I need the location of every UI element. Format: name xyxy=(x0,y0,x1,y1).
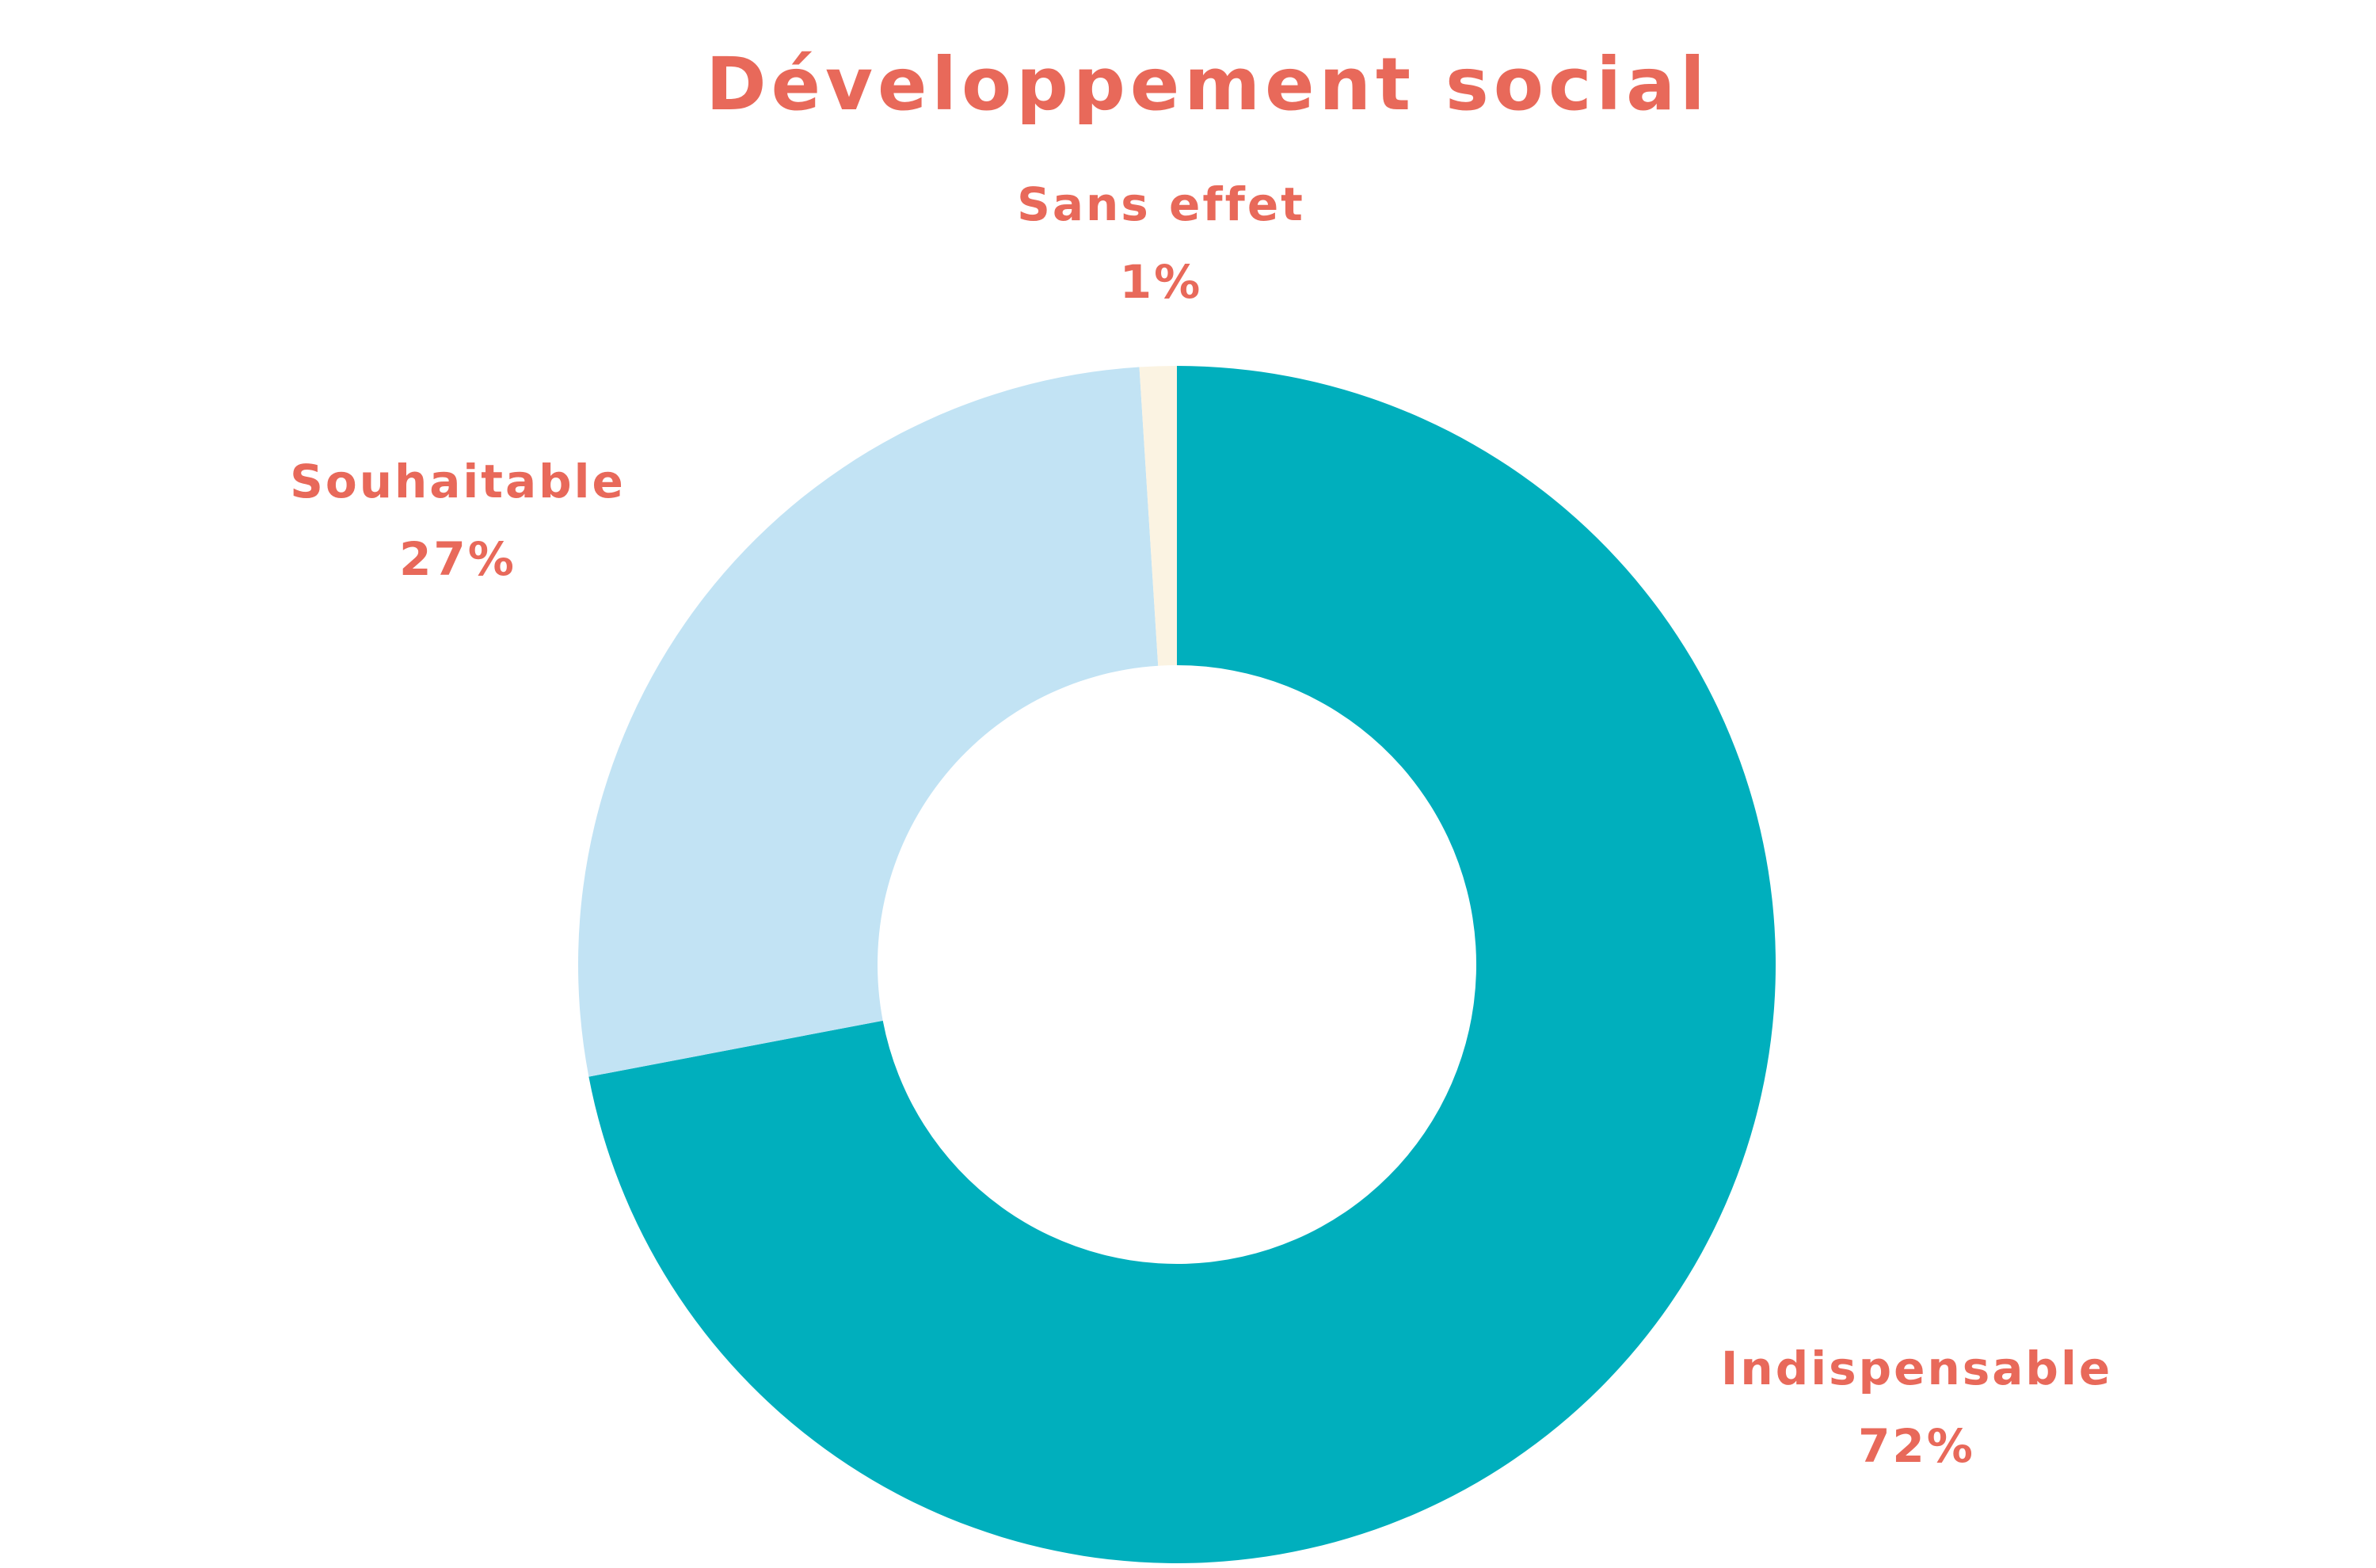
slice-value-sans-effet: 1% xyxy=(1120,255,1202,309)
slice-value-souhaitable: 27% xyxy=(399,532,516,586)
donut-slices xyxy=(577,366,1776,1564)
slice-labels: Indispensable 72% Souhaitable 27% Sans effet… xyxy=(290,177,2112,1473)
slice-indispensable xyxy=(588,366,1776,1564)
chart-title: Développement social xyxy=(706,42,1709,127)
slice-label-souhaitable: Souhaitable xyxy=(290,455,626,508)
slice-label-sans-effet: Sans effet xyxy=(1017,177,1305,231)
slice-value-indispensable: 72% xyxy=(1858,1419,1975,1473)
slice-souhaitable xyxy=(577,367,1159,1077)
slice-sans-effet xyxy=(1139,366,1177,666)
slice-label-indispensable: Indispensable xyxy=(1721,1342,2112,1395)
